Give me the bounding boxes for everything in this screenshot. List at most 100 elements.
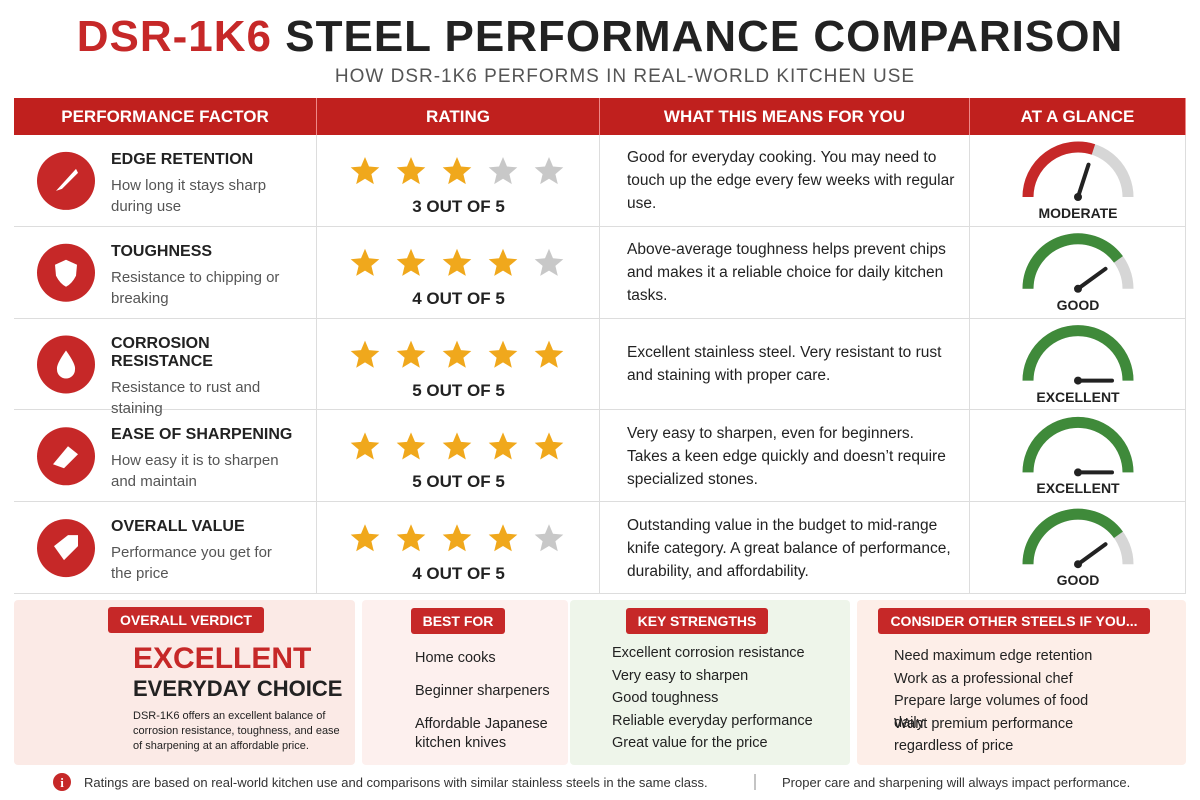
strength-item: Reliable everyday performance	[612, 712, 813, 729]
column-header: AT A GLANCE	[970, 98, 1186, 135]
table-cell	[600, 226, 970, 319]
star	[350, 340, 380, 368]
meaning: Very easy to sharpen, even for beginners…	[627, 410, 957, 502]
star-rating	[350, 248, 564, 276]
factor-name: EASE OF SHARPENING	[111, 426, 293, 444]
table-cell	[14, 135, 317, 227]
best-for-item: Beginner sharpeners	[415, 683, 550, 699]
table-cell	[600, 410, 970, 503]
factor: EASE OF SHARPENING How easy it is to shar…	[111, 426, 316, 492]
table-cell	[970, 502, 1186, 594]
rating-label: 4 OUT OF 5	[412, 288, 505, 308]
glance-label: EXCELLENT	[1036, 480, 1120, 497]
star	[396, 432, 426, 460]
factor-description: Performance you get for the price	[111, 544, 272, 583]
label-pill: BEST FOR	[410, 608, 506, 634]
table-cell	[970, 226, 1186, 319]
star	[488, 248, 518, 276]
gauge-fill	[1022, 416, 1134, 473]
gauge-hub	[1074, 560, 1082, 569]
factor: OVERALL VALUE Performance you get for the…	[111, 518, 316, 584]
table-cell	[14, 226, 317, 319]
factor-glyph	[56, 168, 78, 191]
footer-note: Proper care and sharpening will always i…	[782, 775, 1131, 790]
rating-label: 4 OUT OF 5	[412, 564, 505, 584]
subtitle: HOW DSR-1K6 PERFORMS IN REAL-WORLD KITCH…	[334, 66, 916, 87]
table-cell	[14, 410, 317, 503]
star	[488, 340, 518, 368]
star	[488, 524, 518, 552]
gauge-fill	[1022, 508, 1123, 565]
consider-item: Need maximum edge retention	[894, 648, 1093, 664]
meaning-text: Outstanding value in the budget to mid-r…	[627, 516, 951, 580]
column-header: WHAT THIS MEANS FOR YOU	[600, 98, 970, 135]
factor-description: How long it stays sharp during use	[111, 177, 267, 215]
star	[396, 248, 426, 276]
star	[534, 524, 564, 552]
title: DSR-1K6 STEEL PERFORMANCE COMPARISON	[0, 12, 1200, 62]
table-cell	[317, 502, 600, 594]
glance-label: MODERATE	[1038, 205, 1118, 221]
verdict-subhead: EVERYDAY CHOICE	[133, 676, 343, 701]
glance-label: EXCELLENT	[1036, 388, 1120, 405]
star	[396, 340, 426, 368]
table-cell	[970, 135, 1186, 227]
factor: TOUGHNESS Resistance to chipping or break…	[111, 243, 316, 309]
star	[534, 248, 564, 276]
gauge-hub	[1074, 284, 1082, 293]
factor-glyph	[55, 259, 77, 287]
star	[350, 432, 380, 460]
table-cell	[14, 502, 317, 594]
title-text: STEEL PERFORMANCE COMPARISON	[285, 12, 1124, 61]
rating-label: 5 OUT OF 5	[412, 472, 505, 492]
info-icon	[53, 773, 71, 791]
factor-glyph	[53, 446, 78, 469]
meaning: Outstanding value in the budget to mid-r…	[627, 502, 957, 594]
section-label: BEST FOR	[308, 608, 608, 634]
table-cell	[317, 226, 600, 319]
strength-item: Very easy to sharpen	[612, 667, 749, 684]
verdict-headline: EXCELLENT	[133, 642, 312, 675]
gauge-fill	[1022, 325, 1134, 381]
factor-name: EDGE RETENTION	[111, 151, 254, 168]
glance-label: GOOD	[1056, 296, 1100, 313]
star	[442, 157, 472, 185]
star	[350, 157, 380, 185]
star	[442, 524, 472, 552]
star	[442, 432, 472, 460]
star	[396, 157, 426, 185]
table-cell	[317, 135, 600, 227]
consider-item: Prepare large volumes of food daily	[894, 693, 1089, 731]
factor: EDGE RETENTION How long it stays sharp du…	[111, 151, 316, 217]
meaning-text: Above-average toughness helps prevent ch…	[627, 241, 946, 305]
gauge-fill	[1022, 141, 1096, 198]
factor-name: OVERALL VALUE	[111, 518, 245, 536]
factor-glyph	[56, 350, 76, 379]
rating-label: 3 OUT OF 5	[412, 197, 505, 216]
factor: CORROSION RESISTANCE Resistance to rust a…	[111, 335, 316, 419]
rating-label: 5 OUT OF 5	[412, 380, 505, 400]
star	[442, 340, 472, 368]
strength-item: Great value for the price	[612, 735, 768, 751]
gauge-needle	[1076, 162, 1091, 199]
table-cell	[600, 502, 970, 594]
label-pill: KEY STRENGTHS	[625, 608, 769, 634]
star-rating	[350, 432, 564, 460]
meaning: Good for everyday cooking. You may need …	[627, 135, 957, 227]
star	[534, 432, 564, 460]
table-cell	[970, 410, 1186, 503]
factor-description: Resistance to rust and staining	[111, 378, 261, 417]
table-cell	[317, 410, 600, 503]
verdict-text: DSR-1K6 offers an excellent balance of c…	[133, 710, 340, 752]
star	[534, 340, 564, 368]
title-model: DSR-1K6	[76, 12, 273, 61]
star	[350, 248, 380, 276]
gauge-hub	[1074, 376, 1082, 385]
star-rating	[350, 157, 564, 185]
best-for-item: Home cooks	[415, 650, 496, 666]
column-header: RATING	[317, 98, 600, 135]
table-cell	[600, 318, 970, 411]
label-pill: OVERALL VERDICT	[108, 607, 264, 633]
meaning: Above-average toughness helps prevent ch…	[627, 227, 957, 319]
